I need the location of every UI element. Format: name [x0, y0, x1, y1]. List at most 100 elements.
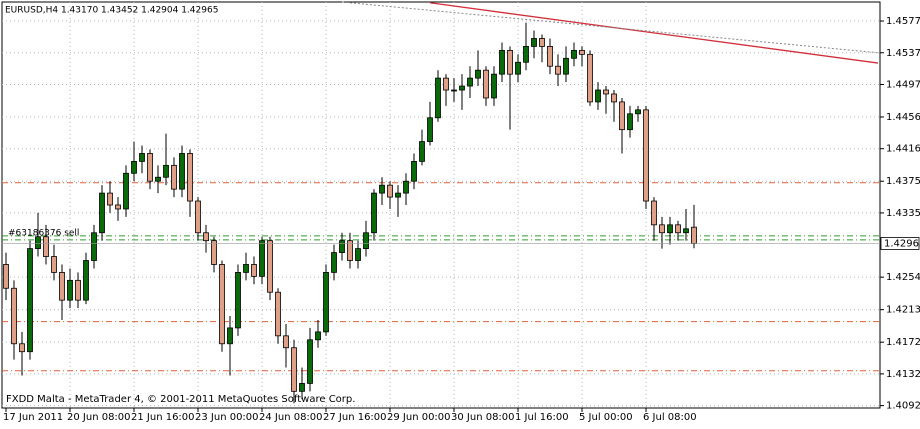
candle-body	[627, 113, 633, 131]
candle-body	[347, 240, 353, 261]
y-tick-label: 1.44160	[886, 144, 920, 155]
candle-body	[547, 46, 553, 67]
candle-body	[219, 264, 225, 345]
candle-body	[379, 184, 385, 194]
candle-body	[531, 38, 537, 47]
candle-body	[83, 260, 89, 301]
x-tick-label: 17 Jun 2011	[3, 412, 63, 423]
candle-body	[211, 240, 217, 265]
candle-body	[555, 65, 561, 75]
y-tick-label: 1.42130	[886, 305, 920, 316]
candle-body	[155, 176, 161, 182]
candle-body	[267, 240, 273, 293]
candle-body	[75, 279, 81, 301]
candle-body	[515, 61, 521, 75]
candle-body	[483, 69, 489, 99]
candle-body	[251, 264, 257, 277]
trend-line	[429, 2, 879, 64]
candle-body	[467, 77, 473, 87]
candle-body	[3, 264, 9, 289]
candle-body	[123, 172, 129, 210]
y-tick-label: 1.40920	[886, 401, 920, 412]
candle-body	[299, 383, 305, 392]
current-price-label: 1.42965	[884, 238, 920, 249]
candle-body	[203, 232, 209, 242]
candle-body	[339, 240, 345, 253]
candle-body	[435, 77, 441, 119]
candle-body	[363, 232, 369, 250]
candle-body	[691, 226, 697, 244]
candle-body	[59, 272, 65, 301]
candle-body	[243, 264, 249, 273]
footer: FXDD Malta - MetaTrader 4, © 2001-2011 M…	[6, 394, 355, 405]
y-tick-label: 1.45370	[886, 48, 920, 59]
y-tick-label: 1.44970	[886, 79, 920, 90]
candle-body	[427, 117, 433, 142]
candle-body	[179, 153, 185, 190]
candle-body	[523, 46, 529, 63]
candle-body	[387, 184, 393, 198]
y-tick-label: 1.41320	[886, 369, 920, 380]
candle-body	[131, 160, 137, 174]
candle-body	[27, 248, 33, 353]
y-tick-label: 1.45770	[886, 16, 920, 27]
candle-body	[147, 153, 153, 182]
candle-body	[579, 49, 585, 55]
candle-body	[563, 57, 569, 75]
candle-body	[611, 93, 617, 103]
candle-body	[667, 224, 673, 234]
candle-body	[443, 77, 449, 91]
x-tick-label: 20 Jun 08:00	[67, 412, 131, 423]
candle-body	[499, 49, 505, 75]
candle-body	[331, 252, 337, 273]
y-tick-label: 1.41720	[886, 337, 920, 348]
candle-body	[643, 109, 649, 202]
candle-body	[539, 38, 545, 47]
candle-body	[115, 204, 121, 210]
candle-body	[19, 343, 25, 353]
plot-frame	[1, 1, 881, 409]
current-price-box	[880, 237, 920, 250]
x-tick-label: 23 Jun 00:00	[195, 412, 259, 423]
x-tick-label: 1 Jul 16:00	[515, 412, 569, 423]
x-tick-label: 27 Jun 16:00	[323, 412, 387, 423]
candle-body	[67, 279, 73, 301]
candle-body	[603, 89, 609, 95]
candle-body	[595, 89, 601, 103]
candle-body	[227, 327, 233, 345]
candle-body	[11, 287, 17, 345]
candle-body	[51, 256, 57, 273]
candle-body	[459, 85, 465, 91]
candle-body	[91, 232, 97, 261]
candle-body	[107, 192, 113, 206]
x-tick-label: 24 Jun 08:00	[259, 412, 323, 423]
candle-body	[187, 153, 193, 202]
candle-body	[43, 236, 49, 257]
x-tick-label: 30 Jun 08:00	[451, 412, 515, 423]
candle-body	[307, 339, 313, 384]
candle-body	[315, 331, 321, 341]
candle-body	[195, 200, 201, 234]
x-tick-label: 29 Jun 00:00	[387, 412, 451, 423]
trend-line	[341, 1, 879, 54]
candle-body	[171, 164, 177, 190]
candle-body	[571, 49, 577, 59]
chart-title: EURUSD,H4 1.43170 1.43452 1.42904 1.4296…	[5, 6, 218, 16]
candle-body	[139, 153, 145, 162]
candle-body	[635, 109, 641, 115]
candle-body	[275, 291, 281, 337]
candle-body	[587, 53, 593, 103]
candle-body	[491, 73, 497, 99]
candle-body	[507, 49, 513, 75]
candle-body	[659, 224, 665, 234]
candle-body	[259, 240, 265, 277]
y-tick-label: 1.43350	[886, 208, 920, 219]
candle-body	[323, 272, 329, 333]
candle-body	[371, 192, 377, 234]
candle-body	[451, 89, 457, 92]
y-tick-label: 1.43750	[886, 176, 920, 187]
candle-body	[291, 347, 297, 392]
candle-body	[163, 164, 169, 178]
candle-body	[675, 224, 681, 234]
